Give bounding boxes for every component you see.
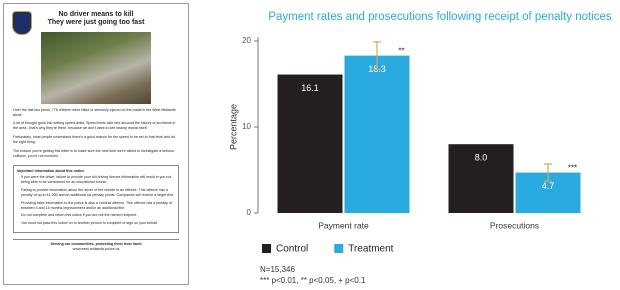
paragraph: Over the last two years, 776 children we… — [13, 107, 176, 117]
notice-item: Failing to provide information about the… — [21, 188, 175, 197]
y-tick-label: 10 — [242, 122, 251, 131]
legend-swatch — [262, 244, 271, 253]
bar — [448, 144, 514, 213]
notice-footer: You must not pass this notice on to anot… — [21, 221, 158, 226]
value-label: 16.1 — [301, 83, 319, 93]
heading-line: They were just going too fast — [47, 19, 145, 27]
bar — [344, 55, 410, 214]
notice-item: If you were the driver, failure to provi… — [21, 175, 172, 185]
paragraph: The reason you're getting this letter is… — [13, 148, 174, 158]
x-tick-label: Prosecutions — [490, 220, 539, 230]
y-axis-label: Percentage — [228, 104, 238, 150]
value-label: 8.0 — [475, 153, 488, 163]
significance-marker: ** — [398, 47, 404, 56]
y-tick-label: 20 — [242, 36, 251, 45]
legend-label: Treatment — [348, 244, 393, 255]
legend-swatch — [334, 244, 344, 253]
heading-line: No driver means to kill — [58, 11, 134, 18]
value-label: 4.7 — [542, 181, 555, 191]
paragraph: A lot of thought goes into setting speed… — [13, 121, 176, 131]
roadside-photo — [41, 31, 151, 104]
letter-document: No driver means to kill They were just go… — [3, 3, 189, 285]
notice-item: Providing false information to the polic… — [21, 200, 172, 210]
footnote: N=15,346 — [260, 265, 295, 274]
chart-title: Payment rates and prosecutions following… — [268, 11, 612, 23]
notice-item: Do not complete and return this notice i… — [21, 213, 138, 218]
error-bar — [544, 163, 552, 182]
footer-line: Serving our communities, protecting them… — [50, 242, 142, 247]
letter-footer: Serving our communities, protecting them… — [13, 239, 179, 252]
bar — [277, 74, 343, 213]
notice-title: Important information about this notice — [17, 168, 85, 173]
paragraph: Fortunately, most people understand ther… — [13, 135, 176, 144]
notice-box: Important information about this notice … — [13, 164, 179, 234]
letter-heading: No driver means to kill They were just go… — [13, 11, 179, 28]
police-crest — [12, 11, 32, 35]
y-tick-label: 0 — [247, 208, 252, 217]
footer-line: www.west-midlands.police.uk — [72, 246, 120, 251]
error-bar — [373, 41, 381, 70]
footnote: *** p<0.01, ** p<0.05, + p<0.1 — [260, 276, 366, 285]
significance-marker: *** — [568, 164, 577, 173]
legend-label: Control — [276, 244, 308, 255]
x-tick-label: Payment rate — [318, 220, 369, 230]
